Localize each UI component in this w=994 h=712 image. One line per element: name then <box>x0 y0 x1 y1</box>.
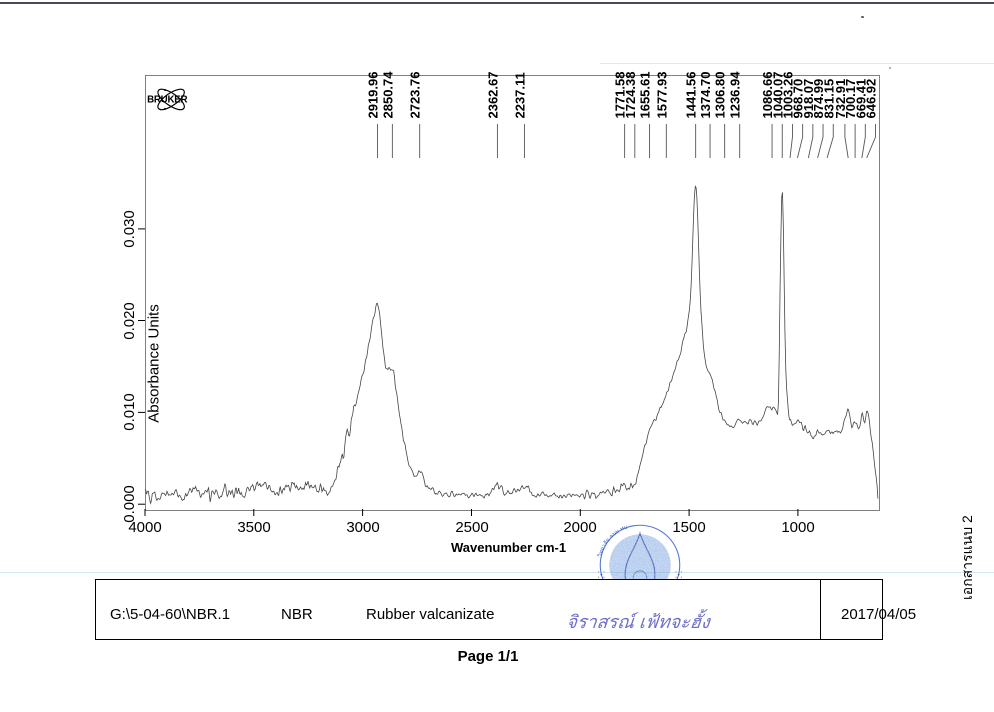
svg-text:BRUKER: BRUKER <box>147 95 187 106</box>
svg-text:1441.56: 1441.56 <box>684 72 699 119</box>
svg-text:1655.61: 1655.61 <box>638 72 653 119</box>
svg-text:1374.70: 1374.70 <box>698 72 713 119</box>
svg-text:2850.74: 2850.74 <box>380 71 395 119</box>
svg-text:1724.38: 1724.38 <box>623 72 638 119</box>
svg-text:2237.11: 2237.11 <box>512 72 527 118</box>
svg-text:จิราสรณ์ เฟ้ทจะฮั้ง: จิราสรณ์ เฟ้ทจะฮั้ง <box>565 608 712 632</box>
svg-text:2919.96: 2919.96 <box>365 72 380 119</box>
svg-text:1236.94: 1236.94 <box>728 71 743 119</box>
svg-text:2723.76: 2723.76 <box>408 72 423 119</box>
svg-text:1306.80: 1306.80 <box>713 72 728 119</box>
svg-text:646.92: 646.92 <box>864 79 879 119</box>
svg-text:2362.67: 2362.67 <box>485 71 500 118</box>
svg-text:1577.93: 1577.93 <box>654 72 669 119</box>
